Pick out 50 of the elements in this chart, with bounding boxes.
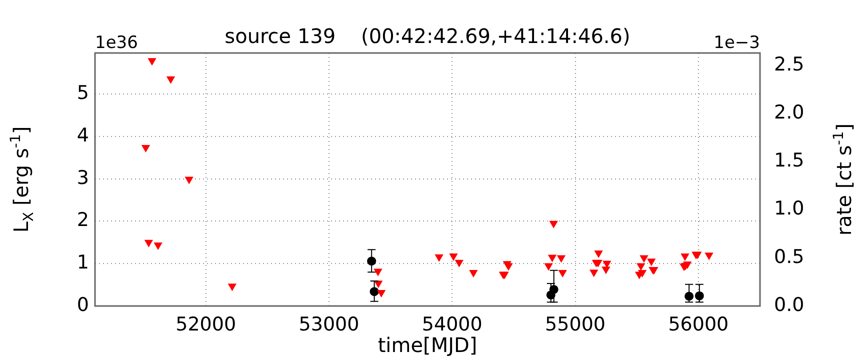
point xyxy=(558,270,567,278)
text: 1e36 xyxy=(95,32,138,53)
y2-tick-label: 2.5 xyxy=(774,53,804,76)
y2-tick-label: 0.5 xyxy=(774,246,804,268)
point xyxy=(638,270,647,278)
y-tick-label: 3 xyxy=(76,166,89,189)
x-axis-title: time[MJD] xyxy=(378,333,478,357)
point xyxy=(704,252,714,260)
point xyxy=(680,253,690,261)
point xyxy=(454,260,464,268)
point xyxy=(374,268,382,276)
point xyxy=(469,270,478,278)
x-tick-label: 54000 xyxy=(422,313,482,336)
point xyxy=(148,58,156,66)
y2-tick-label: 1.5 xyxy=(774,150,804,172)
y-tick-label: 0 xyxy=(76,294,89,316)
point xyxy=(640,255,648,263)
y2-tick-label: 0.0 xyxy=(774,294,804,316)
x-tick-label: 56000 xyxy=(668,313,729,336)
y-tick-label: 2 xyxy=(76,209,89,232)
point xyxy=(647,258,656,266)
point xyxy=(548,254,557,262)
point xyxy=(228,284,237,292)
y2-axis-title: rate [ct s-1] xyxy=(831,123,856,236)
point xyxy=(549,220,558,228)
point xyxy=(590,270,598,278)
point xyxy=(184,176,194,184)
point xyxy=(154,242,162,250)
point xyxy=(144,240,154,248)
point xyxy=(602,266,610,274)
point xyxy=(376,290,386,298)
point xyxy=(166,76,176,84)
point xyxy=(141,145,150,153)
text: 1e−3 xyxy=(714,32,760,53)
x-tick-label: 55000 xyxy=(545,313,606,336)
point xyxy=(544,263,553,271)
x-tick-label: 53000 xyxy=(298,313,360,336)
point xyxy=(434,254,444,262)
x-tick-label: 52000 xyxy=(176,313,236,336)
y2-tick-label: 1.0 xyxy=(774,198,804,220)
point xyxy=(449,253,458,261)
y-tick-label: 4 xyxy=(76,124,89,146)
y-tick-label: 1 xyxy=(76,252,89,274)
point xyxy=(556,255,566,263)
chart-title: source 139 (00:42:42.69,+41:14:46.6) xyxy=(224,24,630,48)
y2-tick-label: 2.0 xyxy=(774,102,804,124)
point xyxy=(594,250,603,258)
point xyxy=(636,263,646,271)
y-tick-label: 5 xyxy=(76,82,89,104)
y-axis-title: LX [erg s-1] xyxy=(8,126,37,233)
